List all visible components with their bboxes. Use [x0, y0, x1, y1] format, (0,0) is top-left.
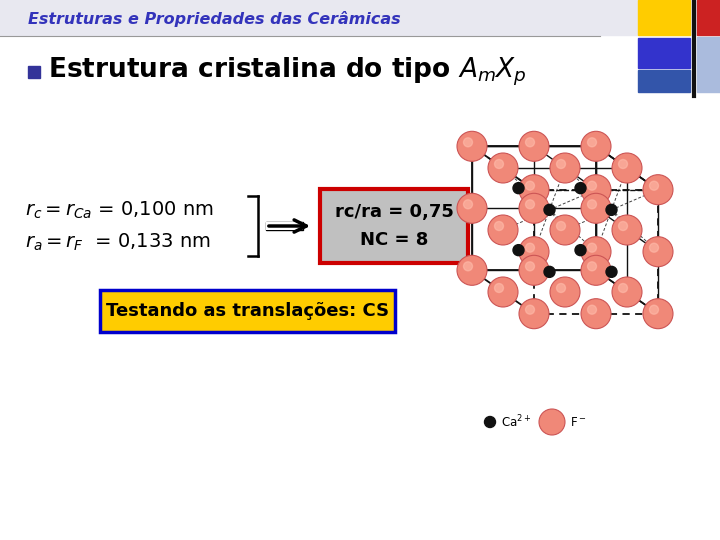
Bar: [266, 222, 303, 230]
Circle shape: [457, 131, 487, 161]
Bar: [320, 189, 468, 263]
Circle shape: [581, 193, 611, 224]
Bar: [638, 70, 690, 92]
Circle shape: [643, 237, 673, 267]
Circle shape: [550, 277, 580, 307]
Text: $r_c = r_{Ca}$ = 0,100 nm: $r_c = r_{Ca}$ = 0,100 nm: [25, 199, 214, 221]
Circle shape: [526, 243, 534, 252]
Circle shape: [643, 175, 673, 205]
Circle shape: [464, 200, 472, 209]
Text: Ca$^{2+}$: Ca$^{2+}$: [501, 414, 531, 430]
Text: rc/ra = 0,75: rc/ra = 0,75: [335, 203, 454, 221]
Circle shape: [488, 215, 518, 245]
Circle shape: [464, 138, 472, 147]
Circle shape: [544, 204, 555, 215]
Circle shape: [519, 131, 549, 161]
Text: F$^-$: F$^-$: [570, 415, 587, 429]
Circle shape: [519, 175, 549, 205]
Circle shape: [649, 181, 659, 190]
Circle shape: [581, 175, 611, 205]
Bar: [28, 66, 40, 78]
Circle shape: [581, 299, 611, 329]
Circle shape: [612, 215, 642, 245]
Text: Testando as translações: CS: Testando as translações: CS: [106, 302, 389, 320]
Circle shape: [588, 181, 596, 190]
Circle shape: [519, 237, 549, 267]
Circle shape: [550, 215, 580, 245]
Circle shape: [649, 305, 659, 314]
Circle shape: [488, 277, 518, 307]
Text: $r_a = r_F$  = 0,133 nm: $r_a = r_F$ = 0,133 nm: [25, 231, 211, 253]
Circle shape: [606, 204, 617, 215]
Circle shape: [575, 183, 586, 194]
Circle shape: [544, 266, 555, 278]
Circle shape: [612, 277, 642, 307]
Circle shape: [488, 153, 518, 183]
Text: Estruturas e Propriedades das Cerâmicas: Estruturas e Propriedades das Cerâmicas: [28, 11, 400, 27]
Circle shape: [618, 284, 628, 293]
Bar: [266, 222, 303, 230]
Circle shape: [581, 255, 611, 285]
Circle shape: [539, 409, 565, 435]
Circle shape: [618, 159, 628, 168]
Circle shape: [526, 200, 534, 209]
Circle shape: [485, 416, 495, 428]
Bar: [0, 0, 720, 35]
Circle shape: [526, 305, 534, 314]
Circle shape: [495, 221, 503, 231]
Circle shape: [495, 284, 503, 293]
Circle shape: [618, 221, 628, 231]
Circle shape: [519, 299, 549, 329]
Circle shape: [513, 245, 524, 255]
Circle shape: [588, 243, 596, 252]
Circle shape: [557, 221, 565, 231]
Bar: [320, 189, 468, 263]
Text: Estrutura cristalina do tipo $A_mX_p$: Estrutura cristalina do tipo $A_mX_p$: [48, 56, 527, 88]
Circle shape: [519, 255, 549, 285]
Bar: [697, 37, 720, 92]
Circle shape: [575, 245, 586, 255]
Circle shape: [495, 159, 503, 168]
Circle shape: [557, 284, 565, 293]
Circle shape: [550, 153, 580, 183]
Bar: [697, 0, 720, 35]
Bar: [100, 290, 395, 332]
Circle shape: [513, 183, 524, 194]
Bar: [638, 38, 690, 68]
Circle shape: [457, 193, 487, 224]
Circle shape: [588, 305, 596, 314]
Text: NC = 8: NC = 8: [360, 231, 428, 249]
Circle shape: [612, 153, 642, 183]
Circle shape: [526, 181, 534, 190]
Circle shape: [606, 266, 617, 278]
Circle shape: [519, 193, 549, 224]
Circle shape: [581, 237, 611, 267]
Circle shape: [588, 138, 596, 147]
Circle shape: [643, 299, 673, 329]
Circle shape: [588, 262, 596, 271]
Circle shape: [526, 138, 534, 147]
Bar: [100, 290, 395, 332]
Circle shape: [649, 243, 659, 252]
Circle shape: [581, 131, 611, 161]
Circle shape: [526, 262, 534, 271]
Circle shape: [557, 159, 565, 168]
Bar: [638, 0, 690, 35]
Circle shape: [588, 200, 596, 209]
Circle shape: [464, 262, 472, 271]
Circle shape: [457, 255, 487, 285]
